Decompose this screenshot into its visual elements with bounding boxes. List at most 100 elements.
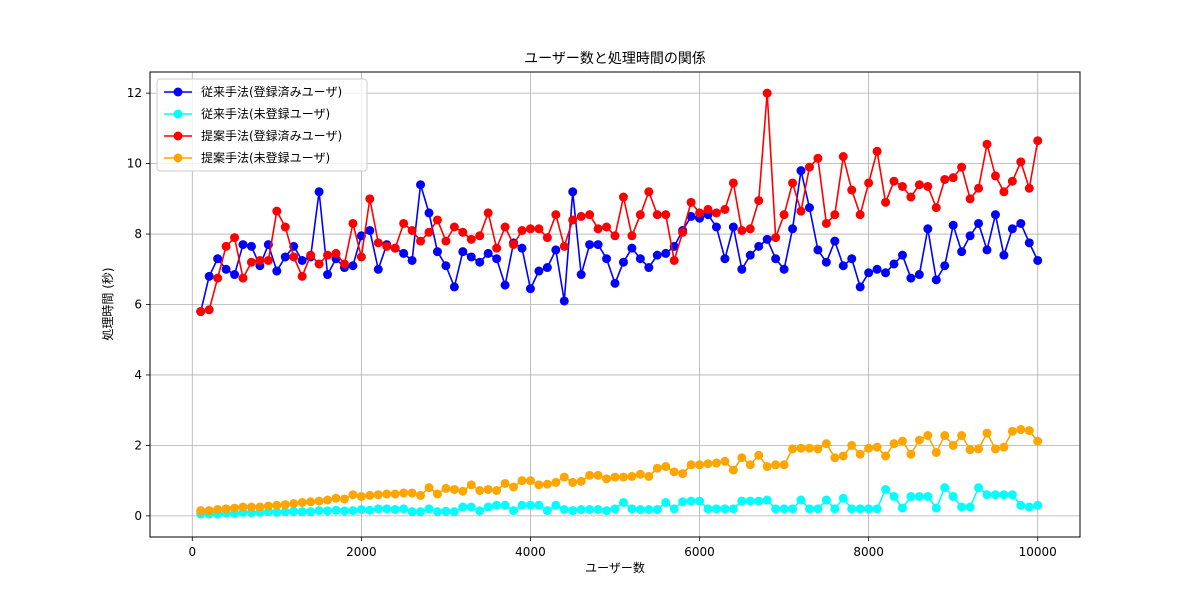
data-point (965, 445, 975, 455)
data-point (627, 243, 637, 253)
data-point (534, 266, 544, 276)
data-point (762, 462, 772, 472)
data-point (568, 506, 578, 516)
data-point (534, 480, 544, 490)
data-point (881, 451, 891, 461)
data-point (830, 504, 840, 514)
data-point (534, 224, 544, 234)
data-point (466, 502, 476, 512)
data-point (466, 480, 476, 490)
data-point (965, 194, 975, 204)
data-point (331, 248, 341, 258)
data-point (272, 500, 282, 510)
data-point (720, 456, 730, 466)
data-point (745, 224, 755, 234)
data-point (1007, 176, 1017, 186)
data-point (356, 252, 366, 262)
data-point (999, 250, 1009, 260)
data-point (314, 187, 324, 197)
data-point (559, 505, 569, 515)
data-point (678, 497, 688, 507)
data-point (272, 507, 282, 517)
data-point (348, 218, 358, 228)
data-point (635, 254, 645, 264)
data-point (618, 497, 628, 507)
data-point (432, 489, 442, 499)
data-point (509, 240, 519, 250)
data-point (906, 449, 916, 459)
data-point (568, 215, 578, 225)
data-point (458, 502, 468, 512)
data-point (492, 500, 502, 510)
data-point (661, 210, 671, 220)
data-point (610, 504, 620, 514)
data-point (255, 502, 265, 512)
data-point (416, 490, 426, 500)
data-point (804, 504, 814, 514)
data-point (897, 503, 907, 513)
data-point (1024, 183, 1034, 193)
data-point (957, 431, 967, 441)
data-point (686, 460, 696, 470)
data-point (289, 252, 299, 262)
data-point (585, 240, 595, 250)
y-tick-label: 6 (134, 298, 142, 312)
data-point (686, 496, 696, 506)
data-point (585, 470, 595, 480)
data-point (872, 504, 882, 514)
data-point (204, 271, 214, 281)
data-point (585, 210, 595, 220)
data-point (500, 222, 510, 232)
data-point (1016, 218, 1026, 228)
data-point (517, 476, 527, 486)
data-point (407, 488, 417, 498)
data-point (779, 504, 789, 514)
data-point (221, 504, 231, 514)
data-point (754, 496, 764, 506)
data-point (661, 462, 671, 472)
data-point (864, 268, 874, 278)
data-point (238, 273, 248, 283)
data-point (263, 501, 273, 511)
data-point (255, 255, 265, 265)
data-point (957, 247, 967, 257)
data-point (618, 257, 628, 267)
data-point (830, 236, 840, 246)
data-point (331, 493, 341, 503)
data-point (635, 505, 645, 515)
data-point (737, 226, 747, 236)
data-point (593, 224, 603, 234)
data-point (897, 250, 907, 260)
legend-item: 従来手法(登録済みユーザ) (164, 84, 342, 99)
data-point (339, 506, 349, 516)
data-point (602, 474, 612, 484)
data-point (788, 178, 798, 188)
data-point (779, 460, 789, 470)
data-point (534, 500, 544, 510)
data-point (399, 218, 409, 228)
data-point (855, 504, 865, 514)
data-point (424, 504, 434, 514)
data-point (204, 305, 214, 315)
data-point (788, 444, 798, 454)
data-point (821, 439, 831, 449)
data-point (695, 208, 705, 218)
data-point (931, 203, 941, 213)
data-point (593, 470, 603, 480)
data-point (466, 252, 476, 262)
data-point (373, 490, 383, 500)
data-point (847, 440, 857, 450)
data-point (838, 152, 848, 162)
data-point (1016, 500, 1026, 510)
data-point (914, 435, 924, 445)
data-point (881, 197, 891, 207)
data-point (382, 241, 392, 251)
data-point (559, 472, 569, 482)
y-tick-label: 2 (134, 438, 142, 452)
data-point (982, 490, 992, 500)
data-point (855, 210, 865, 220)
data-point (475, 231, 485, 241)
data-point (289, 506, 299, 516)
legend-item: 従来手法(未登録ユーザ) (164, 106, 330, 121)
data-point (407, 226, 417, 236)
